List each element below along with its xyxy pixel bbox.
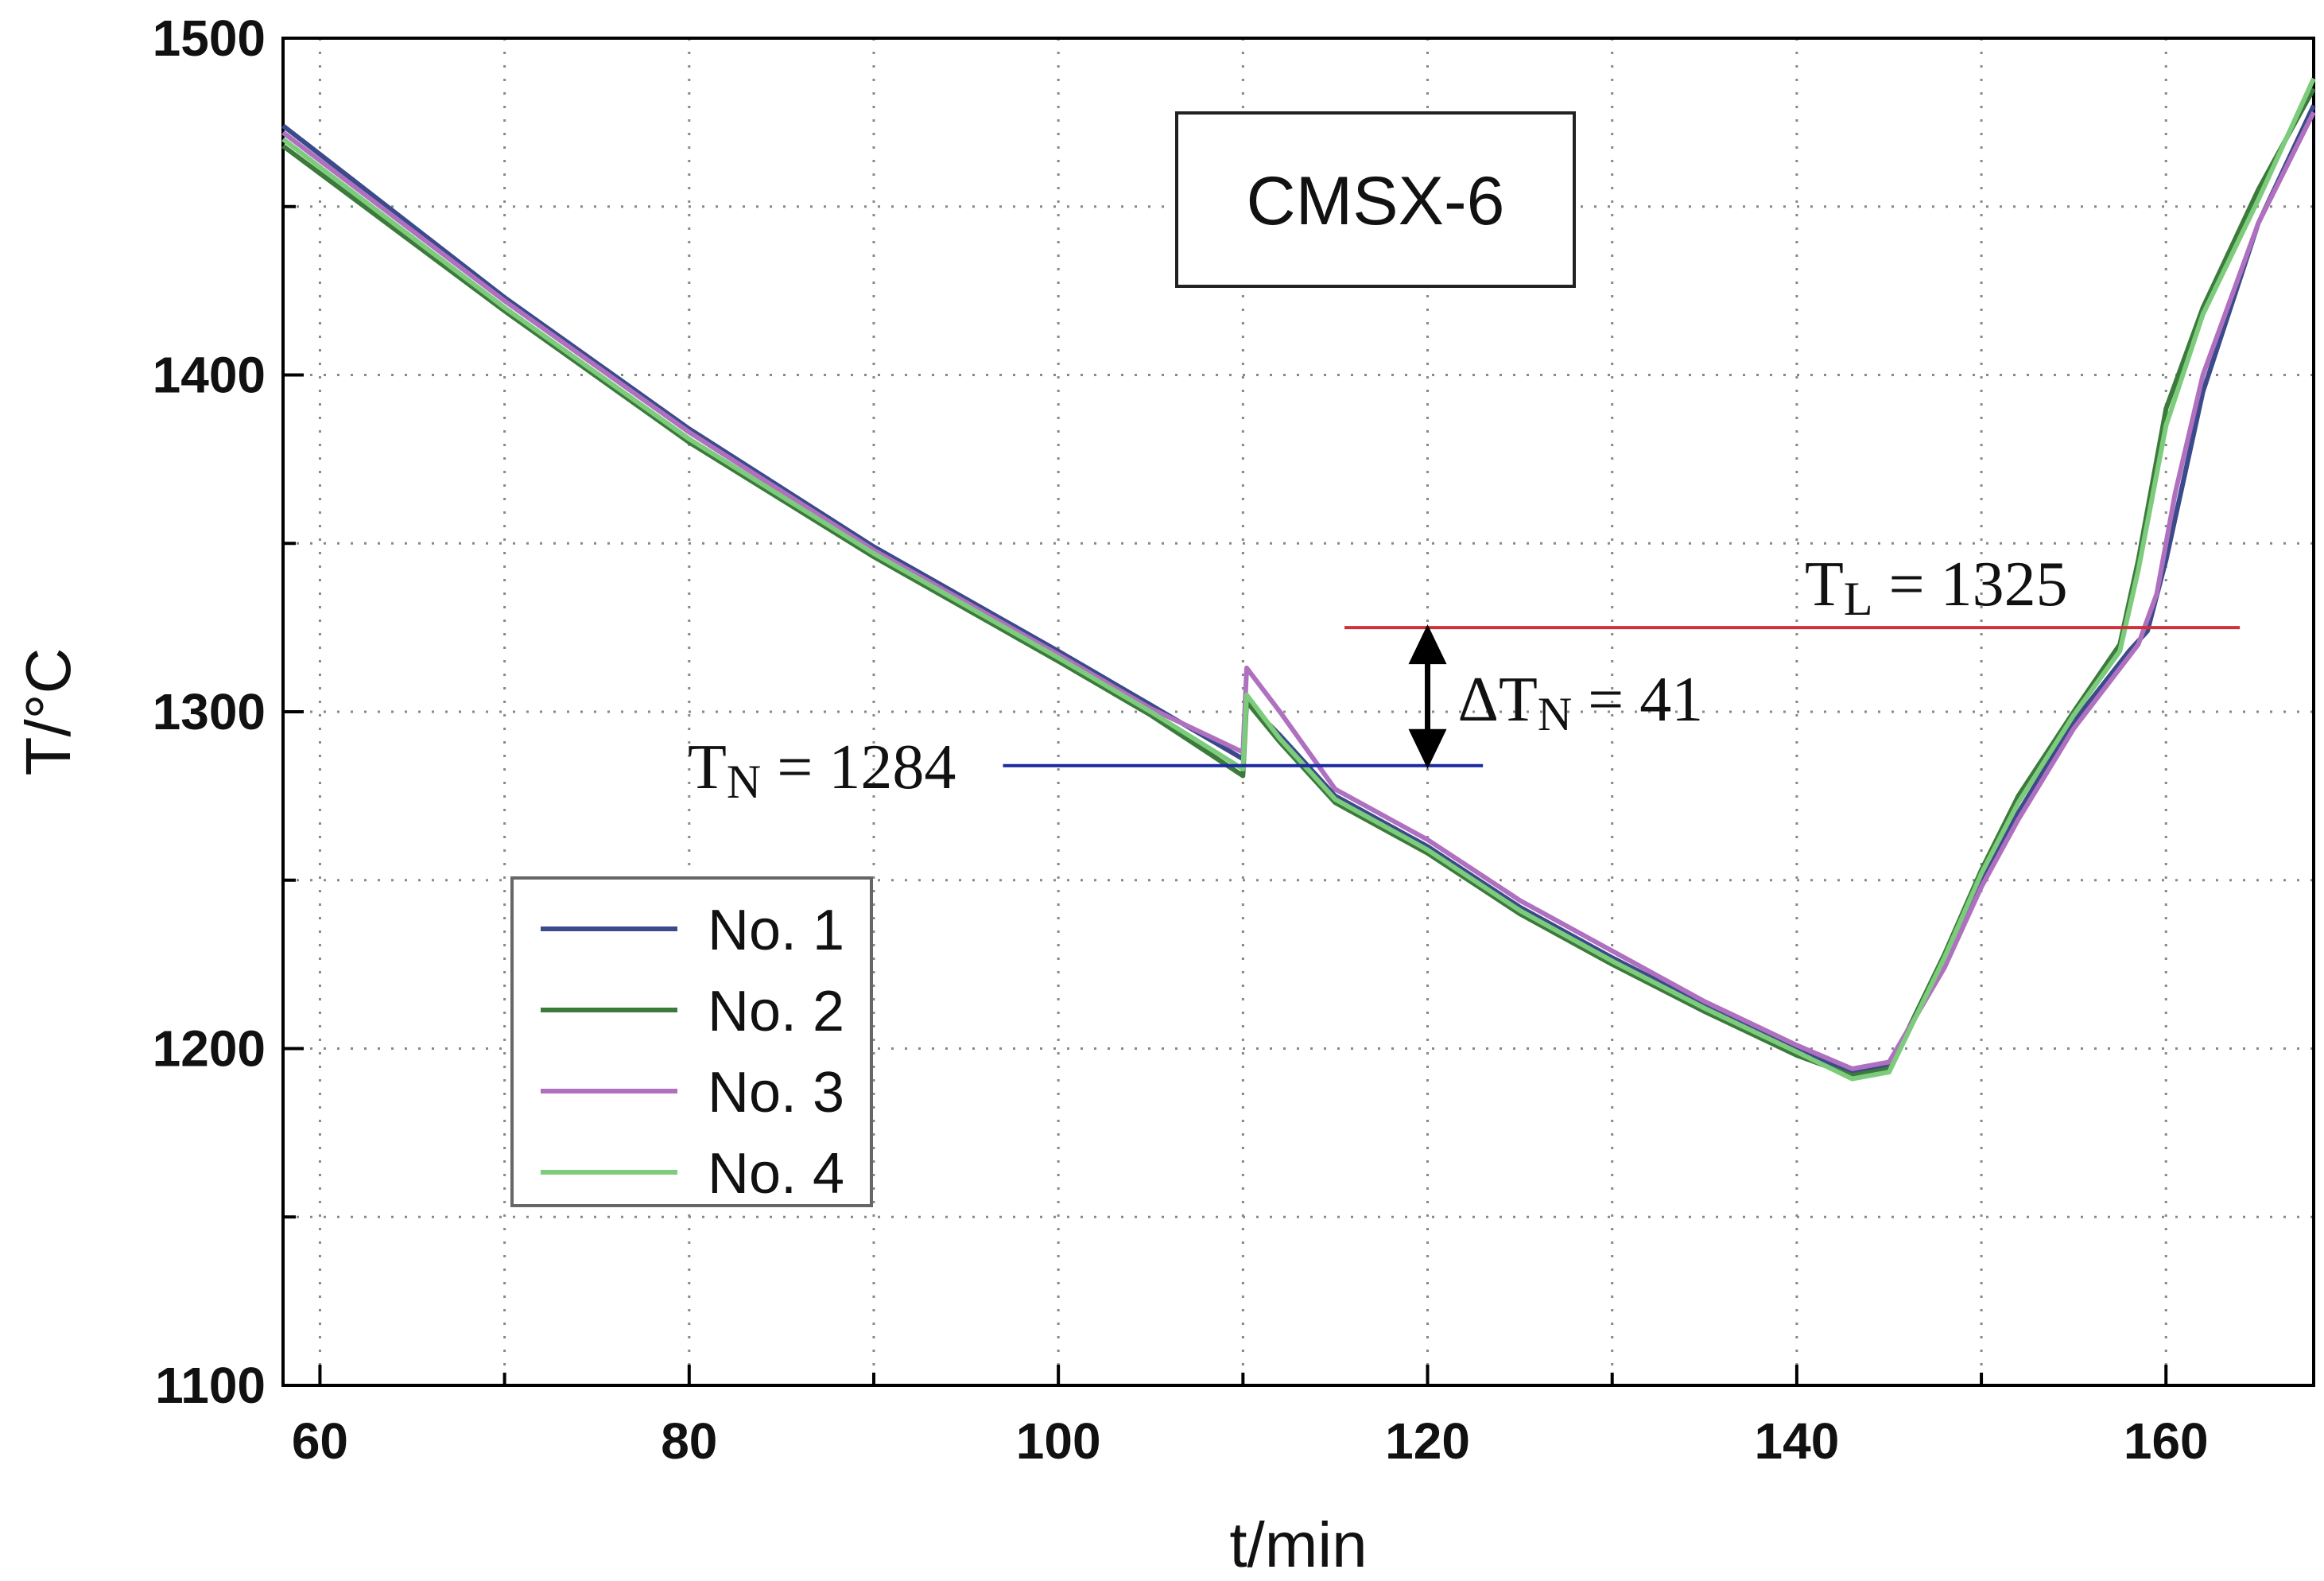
series-line-no4 (281, 77, 2316, 1082)
legend-box (510, 876, 873, 1207)
arrow-head-down-icon (1408, 728, 1447, 769)
chart-title: CMSX-6 (1247, 163, 1505, 239)
legend-items: No. 1 No. 2 No. 3 No. 4 (541, 899, 844, 1206)
title-badge: CMSX-6 (1175, 111, 1576, 288)
liquidus-label: TL = 1325 (1805, 550, 2068, 625)
legend: No. 1 No. 2 No. 3 No. 4 (510, 876, 873, 1207)
x-tick-label: 60 (292, 1412, 348, 1470)
annotations: TL = 1325 TN = 1284 ΔTN = 41 (688, 550, 2241, 808)
legend-label-no1: No. 1 (708, 899, 844, 962)
y-tick-label: 1500 (153, 10, 266, 67)
y-tick-label: 1300 (153, 683, 266, 740)
y-axis-title: T/°C (13, 648, 83, 776)
arrow-head-up-icon (1408, 624, 1447, 665)
axis-ticks (283, 37, 2168, 1387)
y-tick-label: 1100 (155, 1357, 266, 1414)
x-tick-label: 120 (1385, 1412, 1470, 1470)
undercooling-label: ΔTN = 41 (1458, 665, 1704, 740)
x-axis-title: t/min (1229, 1509, 1367, 1580)
x-tick-label: 80 (661, 1412, 717, 1470)
nucleation-label: TN = 1284 (688, 732, 956, 808)
legend-label-no2: No. 2 (708, 980, 844, 1043)
axis-tick-labels: 60 80 100 120 140 160 1100 1200 1300 1400 1500 (153, 10, 2209, 1470)
legend-label-no4: No. 4 (708, 1142, 844, 1206)
x-tick-label: 160 (2124, 1412, 2209, 1470)
title-box (1175, 111, 1576, 288)
series-lines (281, 77, 2316, 1082)
x-tick-label: 140 (1755, 1412, 1840, 1470)
x-tick-label: 100 (1016, 1412, 1101, 1470)
legend-label-no3: No. 3 (708, 1061, 844, 1125)
y-tick-label: 1400 (153, 347, 266, 404)
y-tick-label: 1200 (153, 1020, 266, 1078)
series-line-no3 (281, 111, 2316, 1071)
